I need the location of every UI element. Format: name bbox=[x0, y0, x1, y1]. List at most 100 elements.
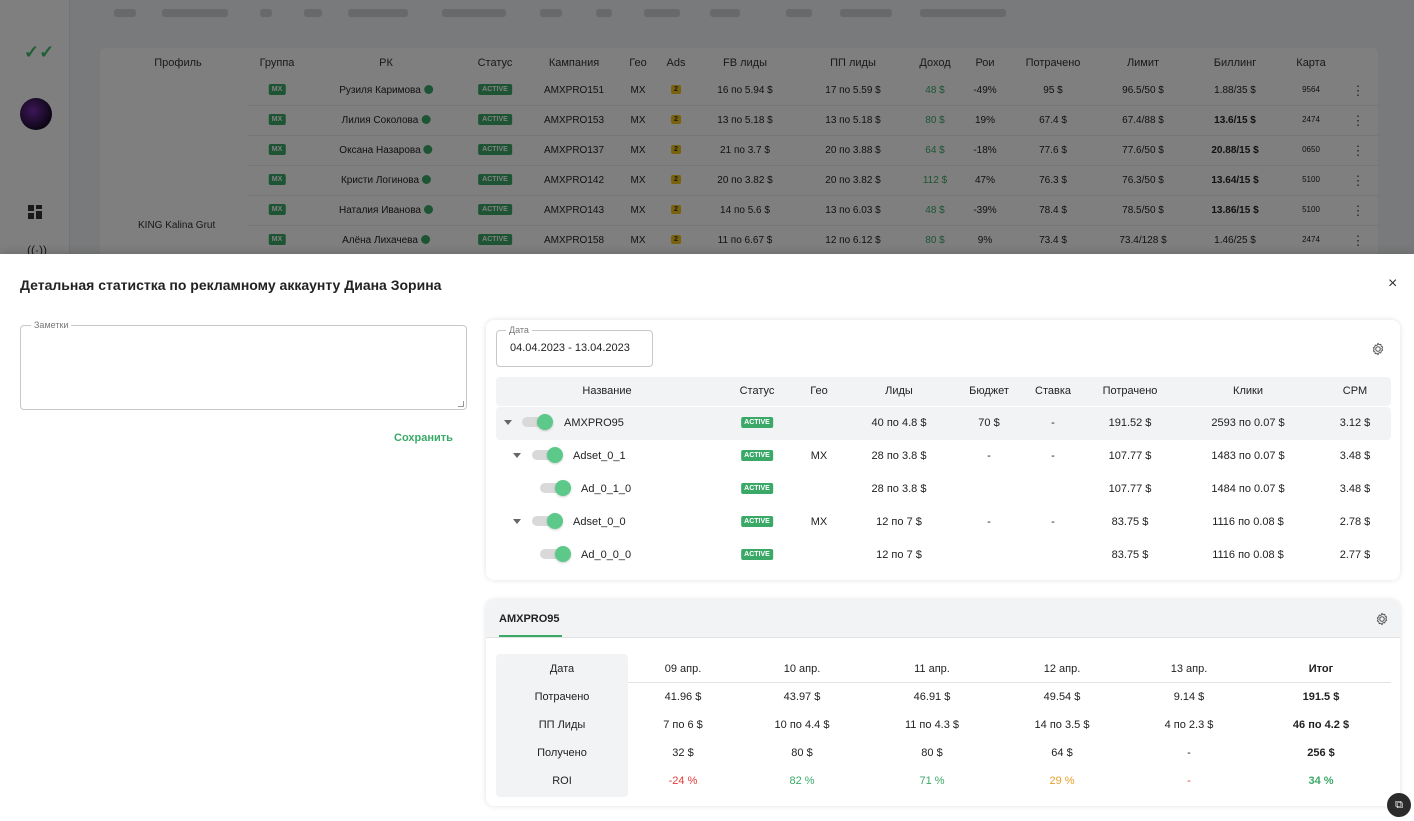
tree-row[interactable]: Adset_0_0 ACTIVE MX 12 по 7 $ - - 83.75 $ 1116 … bbox=[496, 506, 1391, 539]
stats-roi-cell: -24 % bbox=[668, 775, 698, 787]
tree-name: Adset_0_1 bbox=[573, 450, 626, 462]
tree-row[interactable]: Ad_0_1_0 ACTIVE 28 по 3.8 $ 107.77 $ 1484 по… bbox=[496, 473, 1391, 506]
stats-date-cell: 13 апр. bbox=[1170, 663, 1208, 675]
close-icon[interactable]: × bbox=[1388, 275, 1398, 292]
toggle-switch-icon[interactable] bbox=[522, 414, 553, 430]
tree-spent-cell: 83.75 $ bbox=[1111, 549, 1149, 561]
stats-date-cell: Итог bbox=[1308, 663, 1334, 675]
status-badge: ACTIVE bbox=[741, 417, 773, 428]
toggle-switch-icon[interactable] bbox=[540, 480, 571, 496]
date-range-field[interactable]: Дата 04.04.2023 - 13.04.2023 bbox=[496, 325, 653, 367]
stats-roi-cell: - bbox=[1187, 775, 1191, 787]
stats-leads-cell: 4 по 2.3 $ bbox=[1164, 719, 1214, 731]
tree-name: Ad_0_0_0 bbox=[581, 549, 632, 561]
tree-row[interactable]: AMXPRO95 ACTIVE 40 по 4.8 $ 70 $ - 191.52 $ 25… bbox=[496, 407, 1391, 440]
stats-received-cell: - bbox=[1187, 747, 1191, 759]
tree-bid-cell: - bbox=[1051, 417, 1055, 429]
status-badge: ACTIVE bbox=[741, 516, 773, 527]
tree-clicks-cell: 1116 по 0.08 $ bbox=[1212, 549, 1284, 561]
tree-leads-cell: 28 по 3.8 $ bbox=[871, 483, 927, 495]
stats-date-cell: 09 апр. bbox=[664, 663, 702, 675]
tree-row[interactable]: Ad_0_0_0 ACTIVE 12 по 7 $ 83.75 $ 1116 по 0.… bbox=[496, 539, 1391, 572]
account-stats-modal: Детальная статистка по рекламному аккаун… bbox=[0, 254, 1414, 821]
tree-table-header: Название Статус Гео Лиды Бюджет Ставка Потраче… bbox=[496, 377, 1391, 406]
daily-stats-card: AMXPRO95 Дата Потрачено ПП Лиды Получено ROI… bbox=[486, 600, 1400, 806]
active-tab-underline bbox=[499, 635, 562, 637]
tree-column-header: Гео bbox=[810, 385, 828, 397]
tree-leads-cell: 40 по 4.8 $ bbox=[871, 417, 927, 429]
gear-icon[interactable] bbox=[1371, 342, 1385, 356]
date-range-value[interactable]: 04.04.2023 - 13.04.2023 bbox=[510, 342, 630, 354]
stats-roi-cell: 71 % bbox=[919, 775, 945, 787]
caret-down-icon[interactable] bbox=[513, 519, 521, 524]
tree-bid-cell: - bbox=[1051, 450, 1055, 462]
divider bbox=[628, 682, 1391, 683]
notes-textarea[interactable] bbox=[22, 327, 465, 408]
stats-roi-cell: 82 % bbox=[789, 775, 815, 787]
resize-grip-icon[interactable] bbox=[458, 401, 464, 407]
gear-icon[interactable] bbox=[1375, 612, 1389, 626]
tree-clicks-cell: 1483 по 0.07 $ bbox=[1211, 450, 1285, 462]
campaign-tree-card: Дата 04.04.2023 - 13.04.2023 Название Ста… bbox=[486, 320, 1400, 580]
stats-leads-cell: 46 по 4.2 $ bbox=[1292, 719, 1350, 731]
stats-row-labels: Дата Потрачено ПП Лиды Получено ROI bbox=[496, 654, 628, 797]
tree-cpm-cell: 3.48 $ bbox=[1339, 450, 1371, 462]
tree-cpm-cell: 3.48 $ bbox=[1339, 483, 1371, 495]
stats-spent-cell: 46.91 $ bbox=[913, 691, 951, 703]
tree-bid-cell: - bbox=[1051, 516, 1055, 528]
tree-budget-cell: - bbox=[987, 450, 991, 462]
tree-leads-cell: 12 по 7 $ bbox=[876, 516, 922, 528]
tree-column-header: Потрачено bbox=[1102, 385, 1158, 397]
notes-field[interactable]: Заметки bbox=[20, 320, 467, 410]
save-button[interactable]: Сохранить bbox=[394, 432, 453, 444]
tree-leads-cell: 12 по 7 $ bbox=[876, 549, 922, 561]
stats-spent-cell: 43.97 $ bbox=[783, 691, 821, 703]
stats-roi-cell: 29 % bbox=[1049, 775, 1075, 787]
stats-spent-cell: 9.14 $ bbox=[1173, 691, 1205, 703]
tree-row[interactable]: Adset_0_1 ACTIVE MX 28 по 3.8 $ - - 107.77 $ 14… bbox=[496, 440, 1391, 473]
tree-spent-cell: 83.75 $ bbox=[1111, 516, 1149, 528]
stats-row-label: Дата bbox=[549, 663, 575, 675]
modal-title: Детальная статистка по рекламному аккаун… bbox=[20, 277, 442, 293]
tree-budget-cell: 70 $ bbox=[978, 417, 1000, 429]
status-badge: ACTIVE bbox=[741, 450, 773, 461]
tree-column-header: CPM bbox=[1342, 385, 1368, 397]
tree-column-header: Бюджет bbox=[969, 385, 1009, 397]
tree-cpm-cell: 2.78 $ bbox=[1339, 516, 1371, 528]
stats-leads-cell: 10 по 4.4 $ bbox=[774, 719, 830, 731]
stats-date-cell: 12 апр. bbox=[1043, 663, 1081, 675]
status-badge: ACTIVE bbox=[741, 549, 773, 560]
caret-down-icon[interactable] bbox=[513, 453, 521, 458]
stats-roi-cell: 34 % bbox=[1308, 775, 1334, 787]
tree-column-header: Статус bbox=[739, 385, 775, 397]
tree-spent-cell: 107.77 $ bbox=[1108, 483, 1152, 495]
toggle-switch-icon[interactable] bbox=[540, 546, 571, 562]
status-badge: ACTIVE bbox=[741, 483, 773, 494]
stats-row-label: ПП Лиды bbox=[538, 719, 586, 731]
toggle-switch-icon[interactable] bbox=[532, 447, 563, 463]
stats-received-cell: 80 $ bbox=[921, 747, 943, 759]
tree-geo-cell: MX bbox=[810, 450, 828, 462]
tree-budget-cell: - bbox=[987, 516, 991, 528]
stats-leads-cell: 11 по 4.3 $ bbox=[904, 719, 960, 731]
tree-cpm-cell: 2.77 $ bbox=[1339, 549, 1371, 561]
stats-row-label: ROI bbox=[552, 775, 572, 787]
screenshot-icon[interactable]: ⧉ bbox=[1387, 793, 1411, 817]
tree-geo-cell: MX bbox=[810, 516, 828, 528]
stats-date-cell: 11 апр. bbox=[914, 663, 950, 675]
stats-received-cell: 80 $ bbox=[791, 747, 813, 759]
caret-down-icon[interactable] bbox=[504, 420, 512, 425]
tree-clicks-cell: 1116 по 0.08 $ bbox=[1212, 516, 1284, 528]
tab-amxpro95[interactable]: AMXPRO95 bbox=[499, 613, 560, 625]
stats-leads-cell: 14 по 3.5 $ bbox=[1034, 719, 1090, 731]
toggle-switch-icon[interactable] bbox=[532, 513, 563, 529]
tree-clicks-cell: 2593 по 0.07 $ bbox=[1211, 417, 1285, 429]
stats-spent-cell: 41.96 $ bbox=[664, 691, 702, 703]
tree-column-header: Клики bbox=[1233, 385, 1263, 397]
stats-row-label: Потрачено bbox=[534, 691, 590, 703]
stats-date-cell: 10 апр. bbox=[783, 663, 821, 675]
tree-spent-cell: 191.52 $ bbox=[1108, 417, 1152, 429]
stats-received-cell: 32 $ bbox=[672, 747, 694, 759]
tree-leads-cell: 28 по 3.8 $ bbox=[871, 450, 927, 462]
stats-tabbar: AMXPRO95 bbox=[486, 600, 1400, 638]
